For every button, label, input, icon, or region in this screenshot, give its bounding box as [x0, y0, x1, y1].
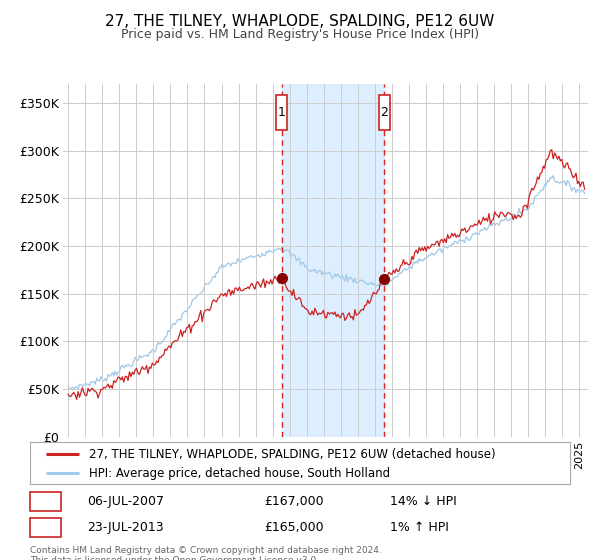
Text: Price paid vs. HM Land Registry's House Price Index (HPI): Price paid vs. HM Land Registry's House …: [121, 28, 479, 41]
Text: 2: 2: [380, 106, 388, 119]
Text: £165,000: £165,000: [264, 521, 323, 534]
Text: 27, THE TILNEY, WHAPLODE, SPALDING, PE12 6UW: 27, THE TILNEY, WHAPLODE, SPALDING, PE12…: [106, 14, 494, 29]
Text: HPI: Average price, detached house, South Holland: HPI: Average price, detached house, Sout…: [89, 467, 391, 480]
FancyBboxPatch shape: [277, 95, 287, 130]
Text: £167,000: £167,000: [264, 494, 323, 508]
Text: 27, THE TILNEY, WHAPLODE, SPALDING, PE12 6UW (detached house): 27, THE TILNEY, WHAPLODE, SPALDING, PE12…: [89, 447, 496, 461]
Text: 14% ↓ HPI: 14% ↓ HPI: [390, 494, 457, 508]
Bar: [282, 84, 385, 437]
Text: 2: 2: [41, 521, 50, 534]
FancyBboxPatch shape: [379, 95, 390, 130]
Text: 06-JUL-2007: 06-JUL-2007: [87, 494, 164, 508]
Text: 1: 1: [41, 494, 50, 508]
Text: 1: 1: [278, 106, 286, 119]
Text: Contains HM Land Registry data © Crown copyright and database right 2024.
This d: Contains HM Land Registry data © Crown c…: [30, 546, 382, 560]
Text: 23-JUL-2013: 23-JUL-2013: [87, 521, 164, 534]
Text: 1% ↑ HPI: 1% ↑ HPI: [390, 521, 449, 534]
